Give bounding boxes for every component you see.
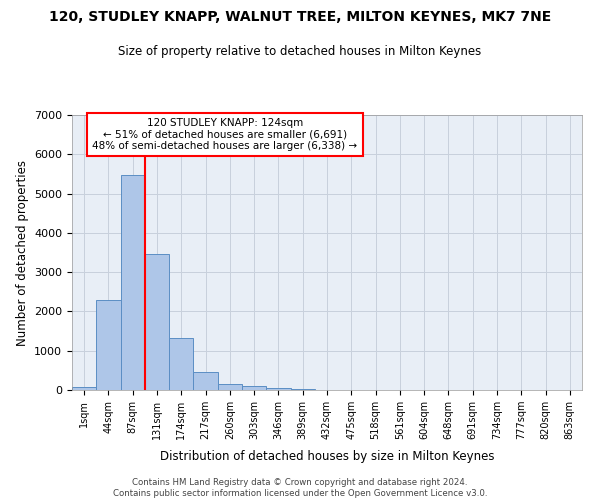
Bar bbox=[145, 254, 169, 390]
Y-axis label: Number of detached properties: Number of detached properties bbox=[16, 160, 29, 346]
Text: 120 STUDLEY KNAPP: 124sqm
← 51% of detached houses are smaller (6,691)
48% of se: 120 STUDLEY KNAPP: 124sqm ← 51% of detac… bbox=[92, 118, 358, 151]
Bar bbox=[169, 338, 193, 390]
Bar bbox=[290, 388, 315, 390]
Bar bbox=[193, 372, 218, 390]
Text: Size of property relative to detached houses in Milton Keynes: Size of property relative to detached ho… bbox=[118, 45, 482, 58]
X-axis label: Distribution of detached houses by size in Milton Keynes: Distribution of detached houses by size … bbox=[160, 450, 494, 464]
Bar bbox=[218, 384, 242, 390]
Bar bbox=[121, 175, 145, 390]
Text: Contains HM Land Registry data © Crown copyright and database right 2024.
Contai: Contains HM Land Registry data © Crown c… bbox=[113, 478, 487, 498]
Bar bbox=[266, 388, 290, 390]
Text: 120, STUDLEY KNAPP, WALNUT TREE, MILTON KEYNES, MK7 7NE: 120, STUDLEY KNAPP, WALNUT TREE, MILTON … bbox=[49, 10, 551, 24]
Bar bbox=[96, 300, 121, 390]
Bar bbox=[72, 387, 96, 390]
Bar bbox=[242, 386, 266, 390]
